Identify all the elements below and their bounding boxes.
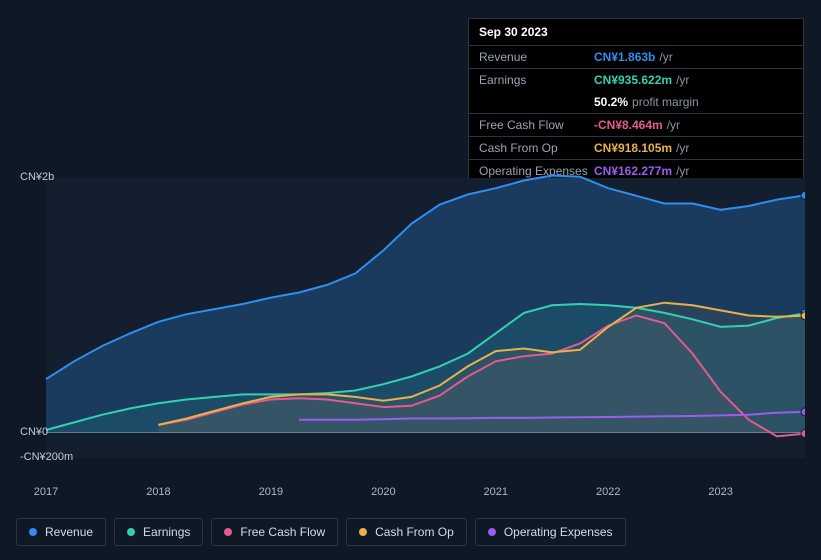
tooltip-date: Sep 30 2023 bbox=[469, 19, 803, 45]
tooltip-row-unit: /yr bbox=[676, 73, 689, 87]
x-axis-label: 2022 bbox=[596, 486, 620, 498]
legend-dot-icon bbox=[127, 528, 135, 536]
chart-tooltip: Sep 30 2023 RevenueCN¥1.863b/yrEarningsC… bbox=[468, 18, 804, 183]
legend-label: Earnings bbox=[143, 525, 190, 539]
tooltip-row-value: CN¥1.863b bbox=[594, 50, 655, 64]
x-axis: 2017 2018 2019 2020 2021 2022 2023 bbox=[16, 482, 805, 502]
legend-item-revenue[interactable]: Revenue bbox=[16, 518, 106, 546]
tooltip-row: 50.2% profit margin bbox=[469, 91, 803, 113]
x-axis-label: 2020 bbox=[371, 486, 395, 498]
tooltip-row-value: CN¥935.622m bbox=[594, 73, 672, 87]
tooltip-row-unit: profit margin bbox=[632, 95, 699, 109]
x-axis-label: 2018 bbox=[146, 486, 170, 498]
legend-item-fcf[interactable]: Free Cash Flow bbox=[211, 518, 338, 546]
tooltip-row: EarningsCN¥935.622m/yr bbox=[469, 68, 803, 91]
tooltip-row-value: -CN¥8.464m bbox=[594, 118, 663, 132]
x-axis-label: 2023 bbox=[708, 486, 732, 498]
legend-dot-icon bbox=[29, 528, 37, 536]
chart-svg bbox=[16, 160, 805, 480]
legend-label: Revenue bbox=[45, 525, 93, 539]
tooltip-row-label bbox=[479, 95, 594, 109]
financials-chart bbox=[16, 160, 805, 500]
tooltip-row-unit: /yr bbox=[676, 141, 689, 155]
legend-label: Operating Expenses bbox=[504, 525, 613, 539]
y-axis-label: -CN¥200m bbox=[20, 451, 73, 463]
tooltip-row: Cash From OpCN¥918.105m/yr bbox=[469, 136, 803, 159]
tooltip-row-label: Cash From Op bbox=[479, 141, 594, 155]
legend-label: Cash From Op bbox=[375, 525, 454, 539]
legend-dot-icon bbox=[224, 528, 232, 536]
tooltip-row-label: Earnings bbox=[479, 73, 594, 87]
legend-item-earnings[interactable]: Earnings bbox=[114, 518, 203, 546]
x-axis-label: 2019 bbox=[259, 486, 283, 498]
legend-dot-icon bbox=[488, 528, 496, 536]
chart-legend: Revenue Earnings Free Cash Flow Cash From O… bbox=[16, 518, 626, 546]
tooltip-row-label: Free Cash Flow bbox=[479, 118, 594, 132]
y-axis-label: CN¥2b bbox=[20, 171, 54, 183]
tooltip-row-unit: /yr bbox=[659, 50, 672, 64]
tooltip-row: RevenueCN¥1.863b/yr bbox=[469, 45, 803, 68]
tooltip-row: Free Cash Flow-CN¥8.464m/yr bbox=[469, 113, 803, 136]
legend-label: Free Cash Flow bbox=[240, 525, 325, 539]
x-axis-label: 2021 bbox=[484, 486, 508, 498]
legend-item-opex[interactable]: Operating Expenses bbox=[475, 518, 626, 546]
y-axis-label: CN¥0 bbox=[20, 426, 48, 438]
tooltip-row-label: Revenue bbox=[479, 50, 594, 64]
tooltip-row-unit: /yr bbox=[667, 118, 680, 132]
legend-dot-icon bbox=[359, 528, 367, 536]
tooltip-row-value: 50.2% bbox=[594, 95, 628, 109]
tooltip-row-value: CN¥918.105m bbox=[594, 141, 672, 155]
legend-item-cfo[interactable]: Cash From Op bbox=[346, 518, 467, 546]
x-axis-label: 2017 bbox=[34, 486, 58, 498]
